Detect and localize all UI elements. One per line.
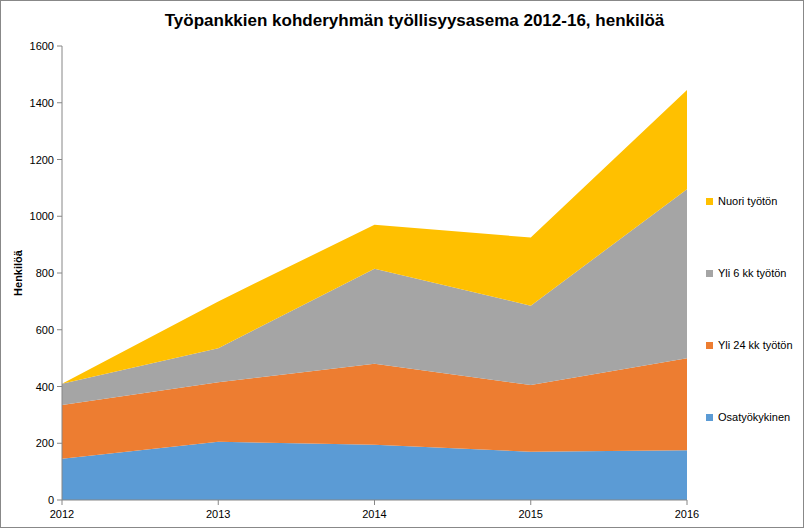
- chart-container: Työpankkien kohderyhmän työllisyysasema …: [0, 0, 804, 528]
- y-tick-label: 400: [36, 381, 54, 393]
- y-tick-label: 1400: [30, 97, 54, 109]
- y-tick-label: 800: [36, 267, 54, 279]
- y-tick-label: 1200: [30, 154, 54, 166]
- plot-area: [62, 90, 687, 500]
- legend-swatch: [706, 270, 713, 277]
- x-tick-label: 2015: [519, 508, 543, 520]
- y-tick: [57, 443, 62, 444]
- x-tick-label: 2012: [50, 508, 74, 520]
- x-tick: [530, 500, 531, 505]
- legend-label: Nuori työtön: [718, 195, 777, 207]
- x-tick: [687, 500, 688, 505]
- y-tick-label: 1000: [30, 210, 54, 222]
- y-tick: [57, 329, 62, 330]
- x-tick-label: 2013: [206, 508, 230, 520]
- y-tick-label: 0: [48, 494, 54, 506]
- legend-swatch: [706, 198, 713, 205]
- y-tick: [57, 159, 62, 160]
- y-tick: [57, 500, 62, 501]
- x-tick: [62, 500, 63, 505]
- y-tick: [57, 216, 62, 217]
- chart-frame: [1, 1, 804, 528]
- chart-svg: Työpankkien kohderyhmän työllisyysasema …: [0, 0, 804, 528]
- y-tick-label: 600: [36, 324, 54, 336]
- x-tick-label: 2014: [362, 508, 386, 520]
- y-tick-label: 200: [36, 437, 54, 449]
- legend: Nuori työtön Yli 6 kk työtön Yli 24 kk työ…: [706, 195, 793, 423]
- legend-label: Yli 6 kk työtön: [718, 267, 786, 279]
- y-axis-label: Henkilöä: [12, 249, 24, 296]
- x-tick: [218, 500, 219, 505]
- x-tick-label: 2016: [675, 508, 699, 520]
- legend-label: Osatyökykinen: [718, 411, 790, 423]
- x-tick: [374, 500, 375, 505]
- y-tick: [57, 386, 62, 387]
- y-tick: [57, 273, 62, 274]
- y-tick-label: 1600: [30, 40, 54, 52]
- area-series: [62, 90, 687, 384]
- legend-label: Yli 24 kk työtön: [718, 339, 793, 351]
- y-tick: [57, 46, 62, 47]
- y-tick: [57, 102, 62, 103]
- chart-title: Työpankkien kohderyhmän työllisyysasema …: [165, 11, 665, 30]
- legend-swatch: [706, 414, 713, 421]
- legend-swatch: [706, 342, 713, 349]
